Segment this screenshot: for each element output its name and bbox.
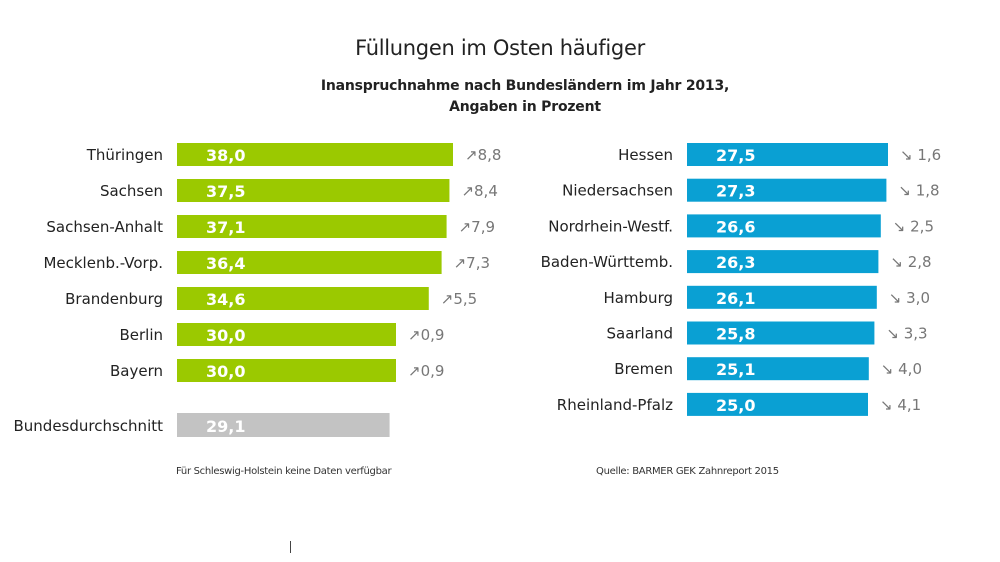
bar-value-label: 26,6 [716,217,755,236]
category-label: Rheinland-Pfalz [557,396,673,414]
category-label: Thüringen [86,146,163,164]
bar [687,357,869,381]
bar-value-label: 27,5 [716,146,755,165]
category-label: Bayern [110,362,163,380]
category-label: Mecklenb.-Vorp. [43,254,163,272]
bar [687,250,879,274]
bar [177,323,396,346]
bar-value-label: 34,6 [206,290,245,309]
change-label: ↗0,9 [408,326,444,344]
bar-value-label: 25,8 [716,325,755,344]
average-bar [177,413,390,437]
category-label: Hamburg [603,289,673,307]
change-label: ↘ 3,3 [886,325,927,343]
bar [177,179,450,202]
category-label: Sachsen [100,182,163,200]
bar [687,285,877,309]
bar-value-label: 36,4 [206,254,245,273]
bar [177,359,396,382]
subtitle-line-2: Angaben in Prozent [449,99,601,115]
average-value-label: 29,1 [206,417,245,436]
footnote-no-data: Für Schleswig-Holstein keine Daten verfü… [176,466,392,477]
chart-title: Füllungen im Osten häufiger [355,36,645,60]
bar [687,214,881,238]
category-label: Baden-Württemb. [541,253,673,271]
bar-value-label: 37,1 [206,218,245,237]
change-label: ↗7,9 [459,218,495,236]
chart-subtitle: Inanspruchnahme nach Bundesländern im Ja… [0,76,1000,118]
bar-value-label: 26,3 [716,253,755,272]
change-label: ↗5,5 [441,290,477,308]
change-label: ↘ 2,8 [890,253,931,271]
change-label: ↗8,4 [461,182,497,200]
bar-value-label: 30,0 [206,326,245,345]
bar-value-label: 37,5 [206,182,245,201]
change-label: ↘ 2,5 [893,217,934,235]
text-cursor [290,541,291,553]
category-label: Berlin [119,326,163,344]
bar [177,251,442,274]
category-label: Bremen [614,360,673,378]
bar [687,178,887,202]
bar [687,392,868,416]
bar-value-label: 38,0 [206,146,245,165]
change-label: ↗8,8 [465,146,501,164]
source-note: Quelle: BARMER GEK Zahnreport 2015 [596,466,779,477]
bar-value-label: 27,3 [716,182,755,201]
change-label: ↘ 4,1 [880,396,921,414]
change-label: ↗0,9 [408,362,444,380]
category-label: Niedersachsen [562,182,673,200]
category-label: Saarland [607,325,673,343]
bar-value-label: 30,0 [206,362,245,381]
change-label: ↘ 1,8 [898,182,939,200]
category-label: Sachsen-Anhalt [46,218,163,236]
bar-value-label: 25,1 [716,360,755,379]
category-label: Nordrhein-Westf. [548,217,673,235]
category-label: Brandenburg [65,290,163,308]
bar [177,143,453,166]
average-label: Bundesdurchschnitt [14,417,164,435]
change-label: ↘ 4,0 [881,360,922,378]
bar [687,143,888,166]
bar [687,321,875,345]
change-label: ↘ 3,0 [889,289,930,307]
change-label: ↘ 1,6 [900,146,941,164]
bar [177,215,447,238]
category-label: Hessen [618,146,673,164]
bar [177,287,429,310]
change-label: ↗7,3 [454,254,490,272]
bar-value-label: 25,0 [716,396,755,415]
bar-value-label: 26,1 [716,289,755,308]
subtitle-line-1: Inanspruchnahme nach Bundesländern im Ja… [320,78,730,94]
